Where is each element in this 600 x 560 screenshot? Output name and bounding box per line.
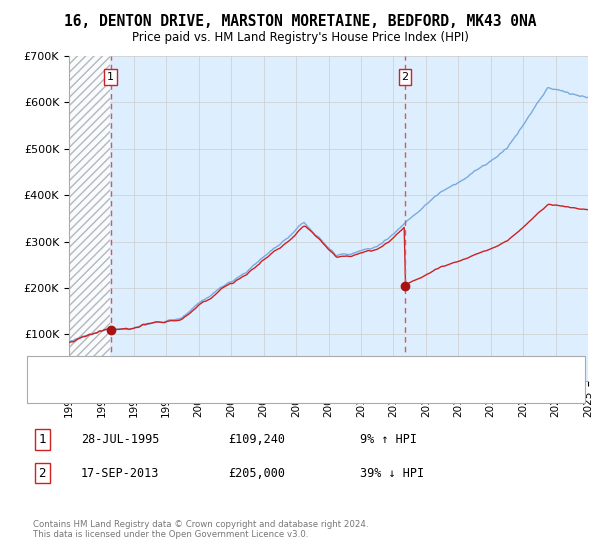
Text: 1: 1 [38, 433, 46, 446]
Text: 2: 2 [38, 466, 46, 480]
Text: 9% ↑ HPI: 9% ↑ HPI [360, 433, 417, 446]
Text: £205,000: £205,000 [228, 466, 285, 480]
Text: ——: —— [39, 381, 67, 395]
Text: 1: 1 [107, 72, 114, 82]
Text: ——: —— [39, 359, 67, 373]
Text: 39% ↓ HPI: 39% ↓ HPI [360, 466, 424, 480]
Text: HPI: Average price, detached house, Central Bedfordshire: HPI: Average price, detached house, Cent… [72, 383, 401, 393]
Text: 17-SEP-2013: 17-SEP-2013 [81, 466, 160, 480]
Text: 2: 2 [401, 72, 409, 82]
Text: £109,240: £109,240 [228, 433, 285, 446]
Text: Contains HM Land Registry data © Crown copyright and database right 2024.
This d: Contains HM Land Registry data © Crown c… [33, 520, 368, 539]
Text: 16, DENTON DRIVE, MARSTON MORETAINE, BEDFORD, MK43 0NA: 16, DENTON DRIVE, MARSTON MORETAINE, BED… [64, 14, 536, 29]
Text: 28-JUL-1995: 28-JUL-1995 [81, 433, 160, 446]
Text: Price paid vs. HM Land Registry's House Price Index (HPI): Price paid vs. HM Land Registry's House … [131, 31, 469, 44]
Text: 16, DENTON DRIVE, MARSTON MORETAINE, BEDFORD, MK43 0NA (detached house): 16, DENTON DRIVE, MARSTON MORETAINE, BED… [72, 361, 489, 371]
